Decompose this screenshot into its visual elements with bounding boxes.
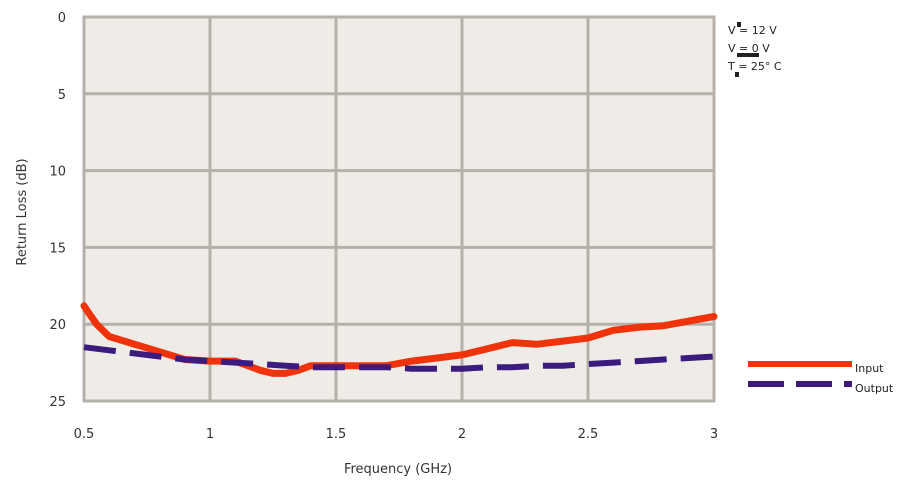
series-line-input [80, 302, 718, 377]
y-tick-label: 5 [58, 88, 66, 103]
y-tick-label: 25 [49, 395, 66, 410]
plot-frame [82, 15, 716, 403]
condition-subscript-mark-2 [737, 53, 759, 57]
y-tick-label: 20 [49, 318, 66, 333]
y-tick-label: 10 [49, 165, 66, 180]
y-axis-title: Return Loss (dB) [15, 158, 30, 265]
y-tick-label: 15 [49, 241, 66, 256]
condition-line-3: T = 25° C [727, 60, 782, 73]
series-line-output [83, 344, 715, 372]
x-tick-label: 1.5 [326, 427, 347, 442]
plot-background [84, 17, 714, 401]
x-axis-title: Frequency (GHz) [344, 462, 452, 477]
legend-label-output: Output [855, 382, 894, 395]
series-layer [80, 302, 718, 377]
x-tick-label: 2 [458, 427, 466, 442]
x-tick-label: 1 [206, 427, 214, 442]
legend-label-input: Input [855, 362, 884, 375]
condition-subscript-mark-1 [737, 22, 741, 27]
x-tick-label: 0.5 [74, 427, 95, 442]
x-tick-labels: 0.5 1 1.5 2 2.5 3 [74, 427, 718, 442]
x-tick-label: 3 [710, 427, 718, 442]
condition-subscript-mark-3 [735, 72, 739, 77]
x-tick-label: 2.5 [578, 427, 599, 442]
condition-line-2: V = 0 V [728, 42, 770, 55]
test-conditions: V = 12 V V = 0 V T = 25° C [727, 22, 782, 77]
legend: Input Output [748, 361, 894, 395]
y-tick-label: 0 [58, 11, 66, 26]
condition-line-1: V = 12 V [728, 24, 777, 37]
y-tick-labels: 0 5 10 15 20 25 [49, 11, 66, 410]
